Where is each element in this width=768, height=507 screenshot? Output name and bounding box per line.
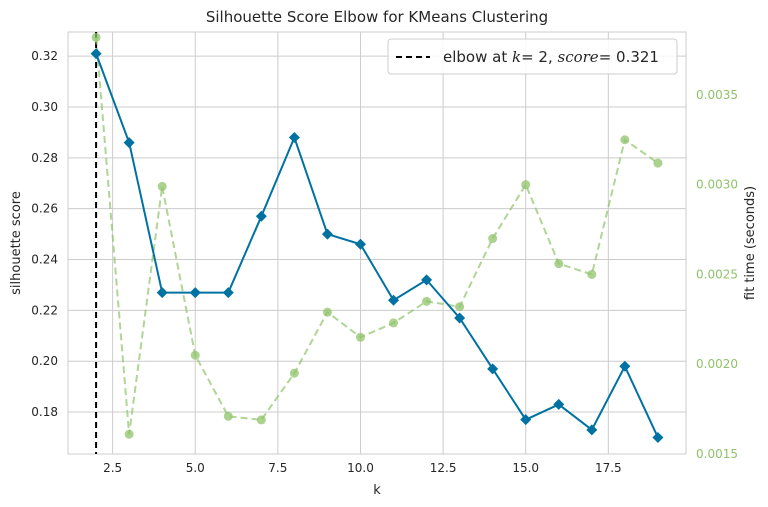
fit-time-point [322, 307, 332, 317]
y-tick-label: 0.28 [31, 151, 58, 165]
y-tick-label: 0.24 [31, 253, 58, 267]
silhouette-point [222, 287, 234, 299]
silhouette-point [586, 424, 598, 436]
silhouette-point [123, 137, 135, 149]
y2-tick-label: 0.0025 [696, 267, 738, 281]
y-tick-label: 0.20 [31, 354, 58, 368]
y2-tick-label: 0.0015 [696, 447, 738, 461]
silhouette-point [156, 287, 168, 299]
y-tick-label: 0.32 [31, 49, 58, 63]
fit-time-point [422, 296, 432, 306]
legend-box [387, 38, 678, 75]
series-layer [90, 32, 664, 443]
silhouette-point [619, 360, 631, 372]
x-axis-label: k [373, 483, 381, 498]
legend-prefix: elbow at [443, 48, 512, 66]
silhouette-point [321, 228, 333, 240]
legend-score-symbol: score [558, 48, 599, 66]
plot-area [67, 31, 687, 455]
legend-k-symbol: k [512, 48, 521, 66]
fit-time-point [157, 181, 167, 191]
silhouette-point [454, 312, 466, 324]
legend-label: elbow at k= 2, score= 0.321 [443, 48, 659, 66]
silhouette-point [388, 294, 400, 306]
y-axis-label: silhouette score [9, 191, 24, 295]
y2-axis-label: fit time (seconds) [743, 186, 758, 300]
x-tick-label: 12.5 [430, 461, 457, 475]
fit-time-point [223, 411, 233, 421]
silhouette-point [652, 431, 664, 443]
fit-time-point [124, 429, 134, 439]
x-tick-label: 7.5 [268, 461, 287, 475]
silhouette-point [255, 210, 267, 222]
silhouette-point [189, 287, 201, 299]
y2-tick-label: 0.0035 [696, 88, 738, 102]
fit-time-point [190, 350, 200, 360]
fit-time-point [389, 318, 399, 328]
y-tick-label: 0.22 [31, 303, 58, 317]
silhouette-point [288, 132, 300, 143]
fit-time-point [455, 302, 465, 312]
silhouette-point [553, 398, 565, 410]
silhouette-point [487, 363, 499, 375]
tick-labels: 2.5 5.0 7.5 10.0 12.5 15.0 17.5 0.18 0.20 0.22 0.2… [31, 49, 738, 475]
chart-title: Silhouette Score Elbow for KMeans Cluste… [206, 8, 548, 26]
fit-time-point [355, 332, 365, 342]
fit-time-point [653, 158, 663, 168]
y-tick-label: 0.30 [31, 100, 58, 114]
legend: elbow at k= 2, score= 0.321 [387, 38, 678, 75]
x-tick-label: 17.5 [595, 461, 622, 475]
y-tick-label: 0.18 [31, 405, 58, 419]
legend-score-value: = 0.321 [599, 48, 659, 66]
fit-time-point [587, 269, 597, 279]
fit-time-point [554, 259, 564, 269]
fit-time-line [95, 37, 659, 435]
fit-time-point [521, 180, 531, 190]
x-tick-label: 15.0 [512, 461, 539, 475]
y2-tick-label: 0.0020 [696, 357, 738, 371]
silhouette-point [520, 414, 532, 426]
x-tick-label: 10.0 [347, 461, 374, 475]
silhouette-point [90, 48, 102, 60]
x-tick-label: 2.5 [103, 461, 122, 475]
silhouette-line [95, 53, 659, 438]
fit-time-point [289, 368, 299, 378]
fit-time-point [256, 415, 266, 425]
silhouette-point [421, 274, 433, 286]
y-tick-label: 0.26 [31, 202, 58, 216]
y2-tick-label: 0.0030 [696, 178, 738, 192]
fit-time-point [620, 135, 630, 145]
silhouette-point [354, 238, 366, 250]
fit-time-point [91, 32, 101, 42]
fit-time-point [488, 234, 498, 244]
grid-lines [68, 32, 686, 454]
x-tick-label: 5.0 [186, 461, 205, 475]
legend-k-value: = 2, [521, 48, 557, 66]
